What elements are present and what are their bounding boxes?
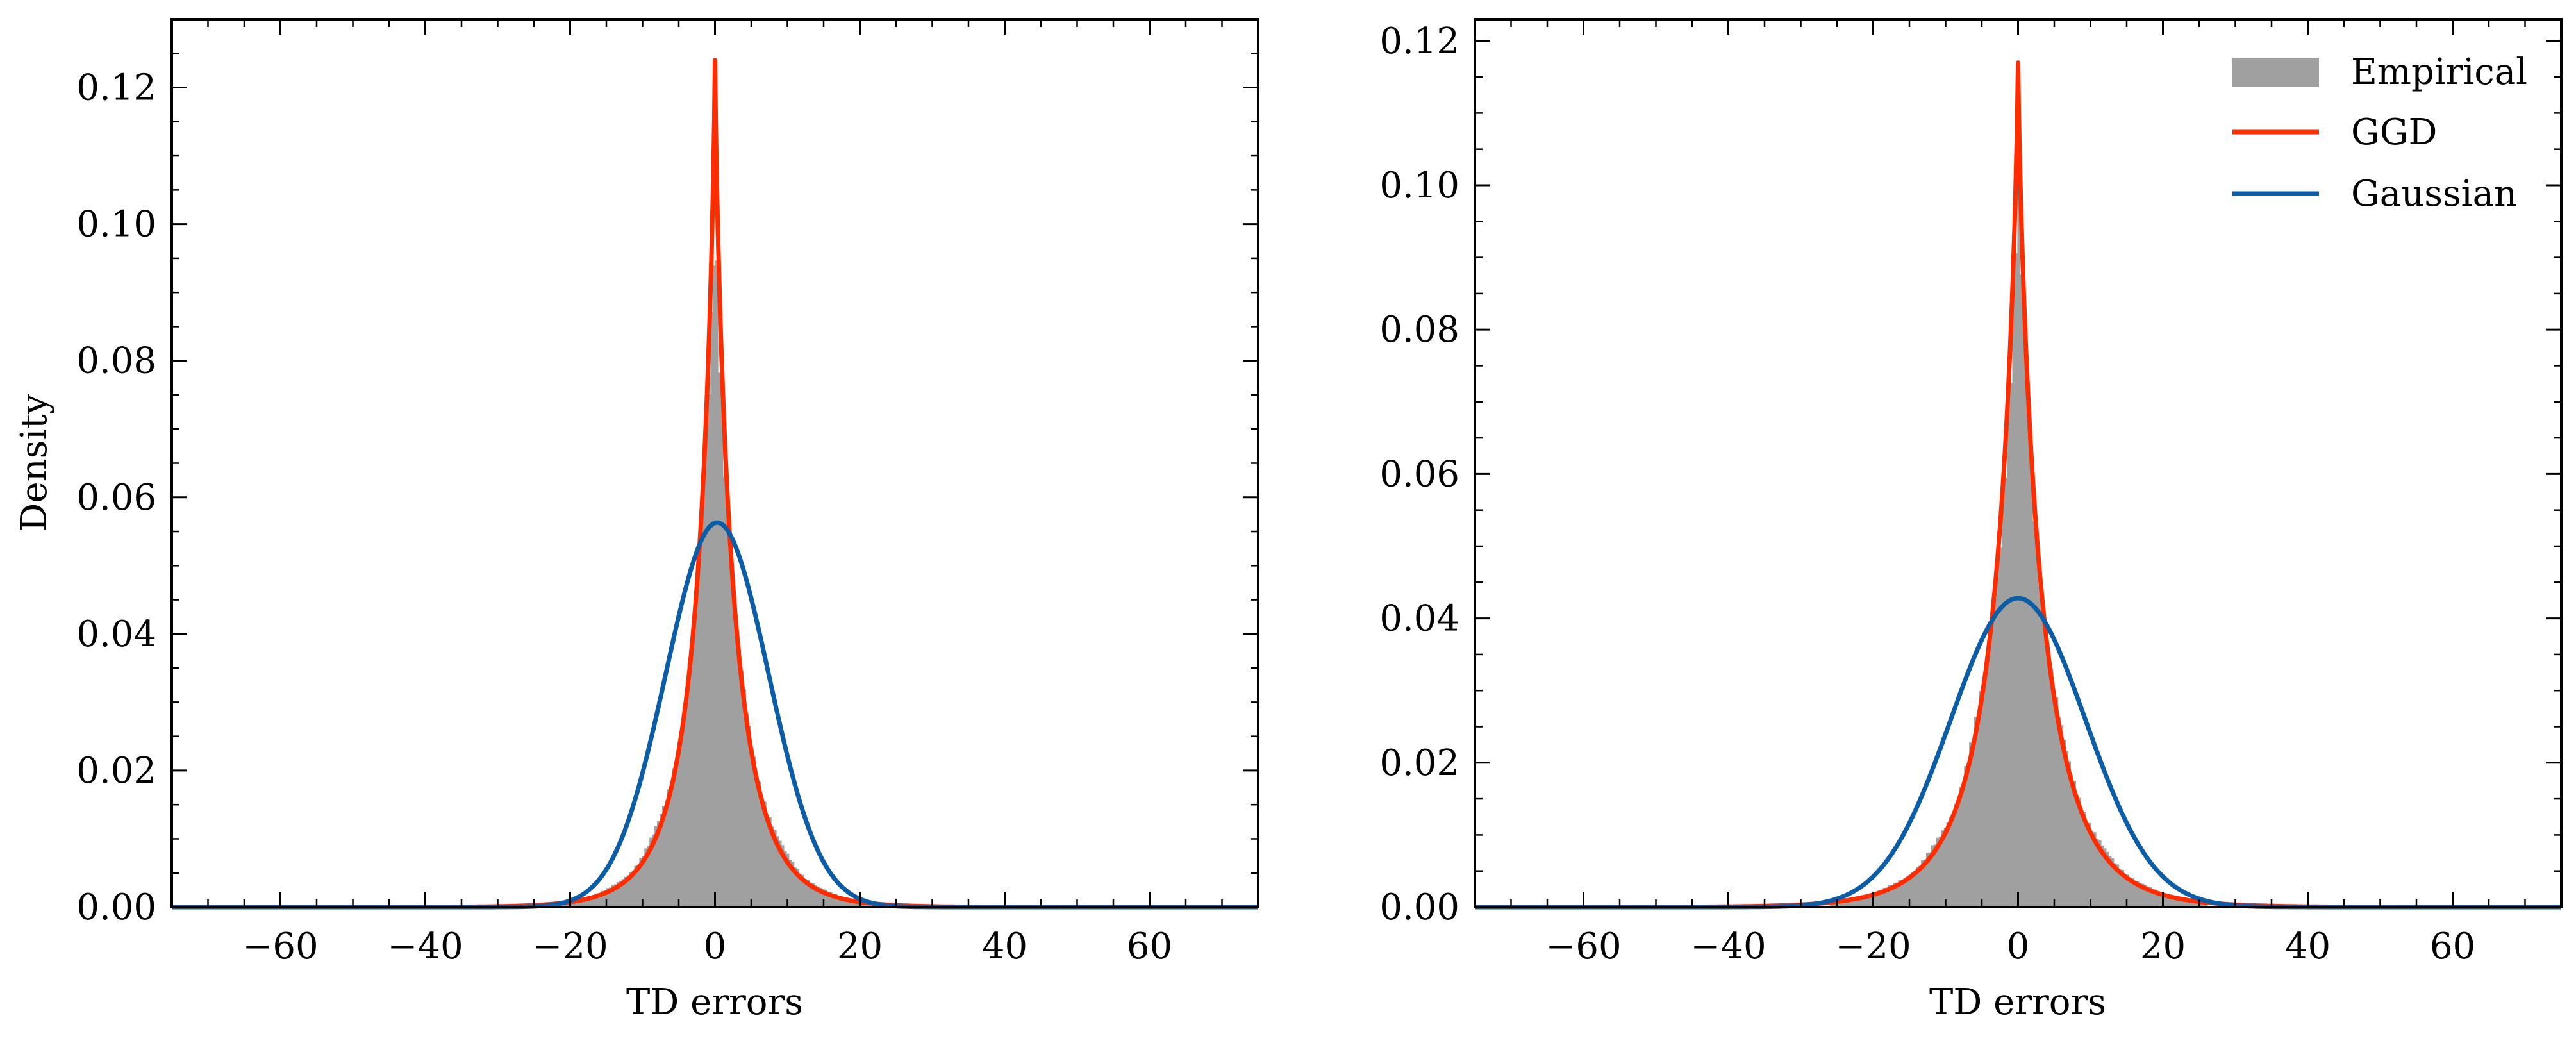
legend-swatch-empirical: [2232, 58, 2319, 87]
legend-label-ggd: GGD: [2351, 112, 2437, 153]
chart-panel-right: −60 −40 −20 0 20 40 60 0.00 0.02 0.04 0.06 0.08 0.10…: [1379, 18, 2563, 1023]
axis-ticks: −60 −40 −20 0 20 40 60 0.00 0.02 0.04 0.06 0.08 0.10…: [76, 19, 1258, 967]
y-tick-label: 0.12: [76, 67, 156, 109]
x-tick-label: −60: [1545, 926, 1621, 967]
y-tick-label: 0.10: [76, 204, 156, 246]
histogram-bars-empirical: [1829, 176, 2208, 908]
axis-ticks: −60 −40 −20 0 20 40 60 0.00 0.02 0.04 0.06 0.08 0.10…: [1379, 19, 2561, 967]
y-tick-label: 0.00: [76, 887, 156, 928]
x-tick-label: 60: [1127, 926, 1172, 967]
y-tick-label: 0.08: [1379, 309, 1459, 351]
x-tick-label: −40: [387, 926, 463, 967]
y-tick-label: 0.04: [1379, 598, 1459, 640]
x-tick-label: 40: [982, 926, 1027, 967]
y-tick-label: 0.10: [1379, 165, 1459, 206]
y-tick-label: 0.04: [76, 613, 156, 655]
x-tick-label: −20: [1835, 926, 1911, 967]
x-tick-label: 0: [2007, 926, 2030, 967]
y-tick-label: 0.08: [76, 340, 156, 382]
x-axis-label: TD errors: [626, 981, 803, 1023]
x-tick-label: 20: [2140, 926, 2186, 967]
x-tick-label: 60: [2430, 926, 2475, 967]
y-tick-label: 0.00: [1379, 887, 1459, 928]
x-tick-label: 20: [837, 926, 883, 967]
legend-label-gaussian: Gaussian: [2351, 173, 2517, 215]
x-axis-label: TD errors: [1929, 981, 2106, 1023]
y-tick-label: 0.12: [1379, 21, 1459, 62]
y-axis-label: Density: [13, 394, 55, 531]
y-tick-label: 0.06: [1379, 453, 1459, 495]
y-tick-label: 0.02: [1379, 742, 1459, 784]
x-tick-label: −60: [242, 926, 318, 967]
legend: Empirical GGD Gaussian: [2232, 51, 2527, 215]
y-tick-label: 0.02: [76, 750, 156, 792]
x-tick-label: 40: [2285, 926, 2331, 967]
legend-label-empirical: Empirical: [2351, 51, 2527, 93]
plot-area: [170, 58, 1259, 910]
chart-panel-left: −60 −40 −20 0 20 40 60 0.00 0.02 0.04 0.06 0.08 0.10…: [13, 18, 1259, 1023]
x-tick-label: 0: [704, 926, 727, 967]
histogram-bars-empirical: [555, 260, 876, 907]
y-tick-label: 0.06: [76, 477, 156, 519]
x-tick-label: −20: [532, 926, 608, 967]
x-tick-label: −40: [1690, 926, 1766, 967]
